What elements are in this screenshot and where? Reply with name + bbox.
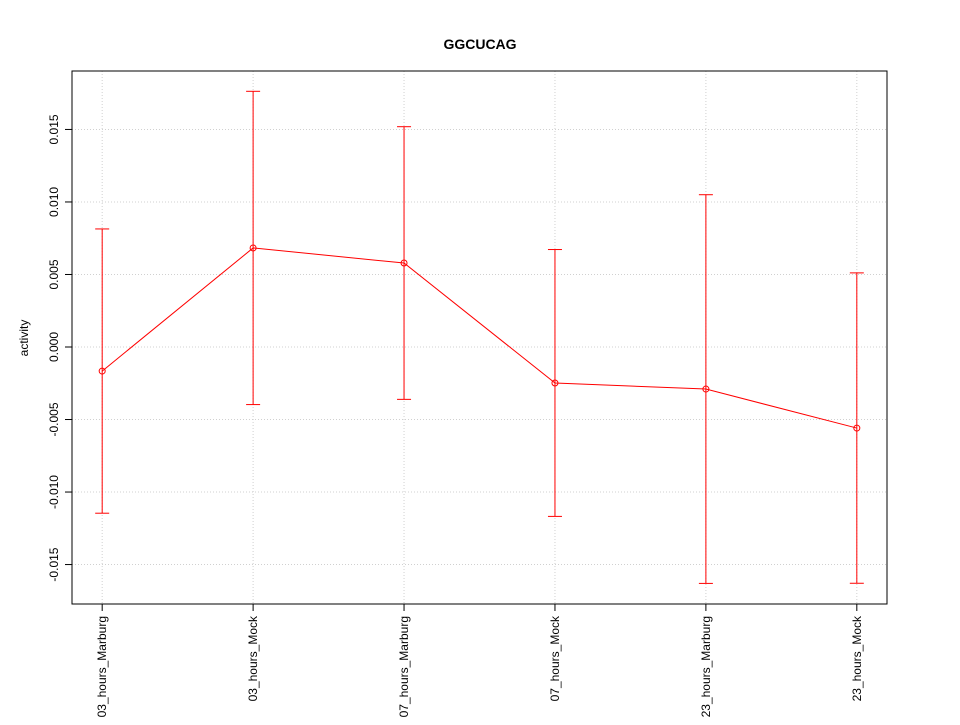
x-tick-label: 23_hours_Mock — [850, 615, 864, 701]
data-line — [101, 247, 857, 429]
y-tick-label: 0.005 — [47, 259, 61, 289]
data-point — [551, 379, 559, 387]
error-bar — [849, 272, 864, 584]
error-bar — [95, 228, 110, 514]
y-axis-label: activity — [17, 320, 31, 357]
x-tick-label: 03_hours_Marburg — [95, 616, 109, 717]
error-bar — [397, 126, 412, 400]
y-tick-label: -0.010 — [47, 475, 61, 509]
error-bar — [547, 249, 562, 517]
chart-title: GGCUCAG — [443, 36, 516, 52]
x-tick-label: 07_hours_Marburg — [397, 616, 411, 717]
data-point — [400, 259, 408, 267]
plot-frame — [71, 70, 888, 605]
data-point — [853, 424, 861, 432]
y-tick-label: 0.015 — [47, 114, 61, 144]
data-point — [98, 367, 106, 375]
data-point — [702, 385, 710, 393]
data-point — [249, 244, 257, 252]
x-tick-label: 03_hours_Mock — [246, 615, 260, 701]
error-bar — [246, 90, 261, 406]
x-tick-label: 07_hours_Mock — [548, 615, 562, 701]
y-tick-label: -0.015 — [47, 547, 61, 581]
error-bar — [698, 194, 713, 584]
y-tick-label: -0.005 — [47, 402, 61, 436]
y-tick-label: 0.000 — [47, 332, 61, 362]
y-tick-label: 0.010 — [47, 187, 61, 217]
x-tick-label: 23_hours_Marburg — [699, 616, 713, 717]
